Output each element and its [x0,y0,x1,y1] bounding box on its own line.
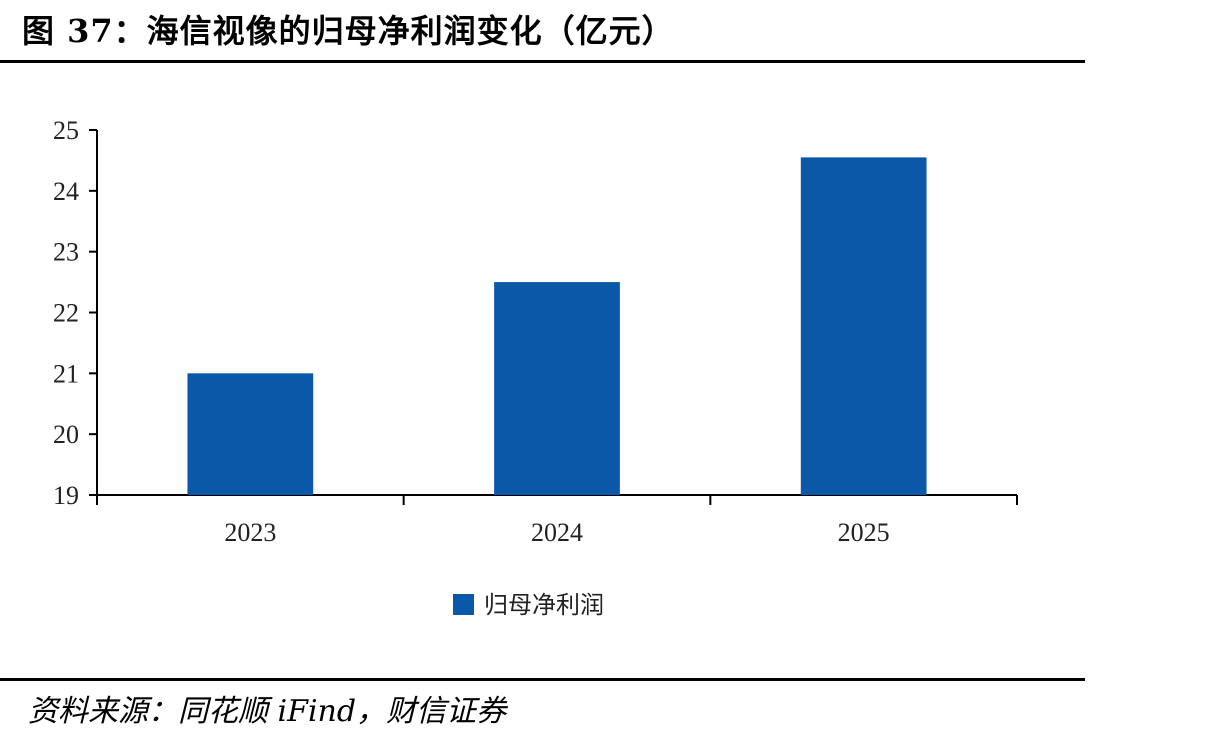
legend-label: 归母净利润 [484,591,604,619]
x-tick-label: 2023 [224,518,276,547]
bottom-rule [0,678,1085,681]
y-tick-label: 23 [53,238,79,267]
bars [187,157,927,495]
y-tick-label: 19 [53,481,79,510]
y-tick-label: 24 [53,177,79,206]
bar-2025 [800,157,927,495]
x-tick-label: 2024 [531,518,583,547]
y-axis: 19 20 21 22 23 24 25 [53,116,98,510]
legend-swatch [453,594,474,615]
source-note: 资料来源：同花顺 iFind，财信证券 [28,694,507,729]
x-axis: 2023 2024 2025 [96,494,1018,547]
bar-2024 [494,282,620,495]
legend: 归母净利润 [453,591,604,619]
y-tick-label: 20 [53,420,79,449]
figure-title: 图 37：海信视像的归母净利润变化（亿元） [22,12,675,50]
y-tick-label: 21 [53,359,79,388]
bar-2023 [187,373,314,495]
y-tick-label: 22 [53,299,79,328]
y-tick-label: 25 [53,116,79,145]
x-tick-label: 2025 [838,518,890,547]
top-rule [0,60,1085,63]
